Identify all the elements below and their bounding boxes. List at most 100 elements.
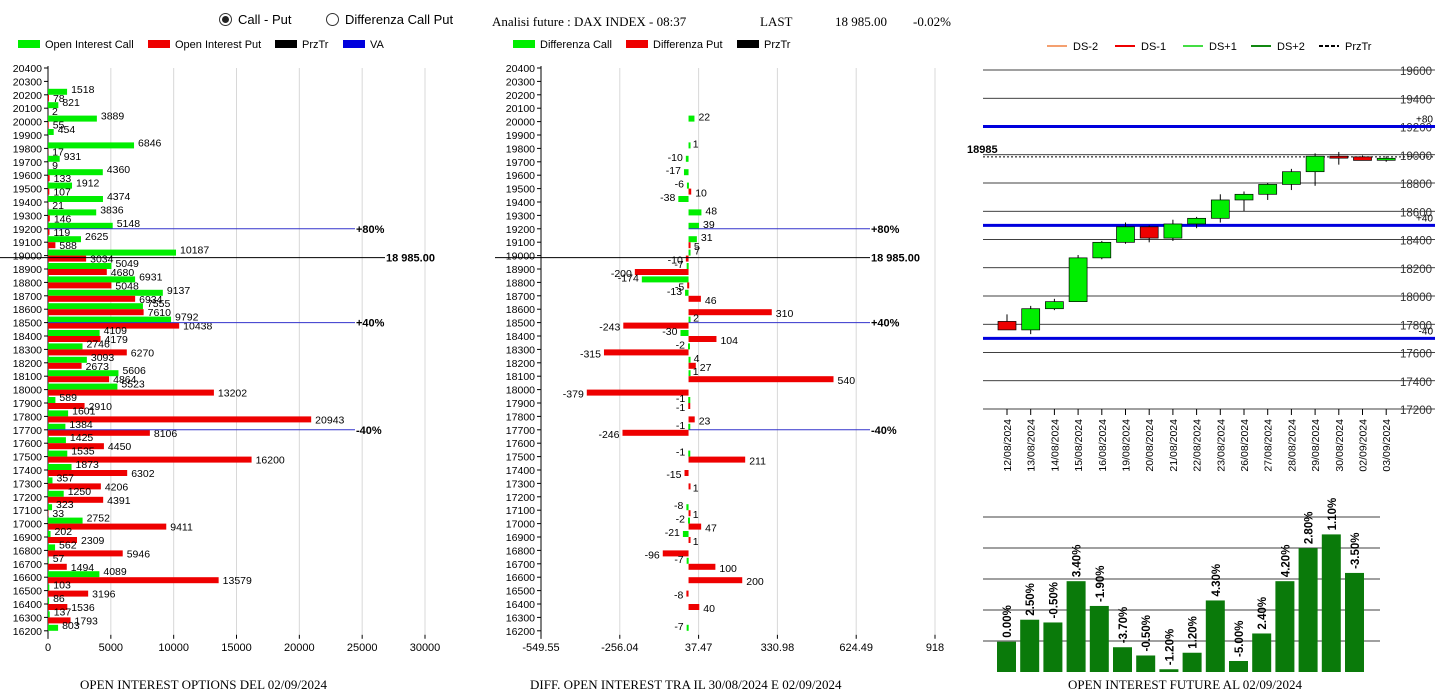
- legend-label: PrzTr: [1345, 41, 1372, 53]
- bar-put: [48, 523, 167, 530]
- legend-label: VA: [370, 39, 385, 51]
- y-tick-label: 18900: [13, 264, 42, 276]
- y-tick-label: 17600: [506, 438, 535, 450]
- bar-diff-call: [686, 624, 689, 631]
- bar-label-call: 5049: [115, 258, 139, 270]
- oi-bar: [1229, 660, 1248, 672]
- y-tick-label: 18800: [13, 277, 42, 289]
- bar-call: [48, 571, 100, 578]
- bar-diff-call: [688, 356, 691, 363]
- candle-body: [1068, 257, 1088, 303]
- bar-diff-call: [688, 115, 695, 122]
- y-tick-label: 17800: [13, 411, 42, 423]
- bar-label-call: 1601: [72, 405, 96, 417]
- oi-bar-label: 4.20%: [1280, 545, 1292, 578]
- y-tick-label: 19100: [506, 237, 535, 249]
- bar-call: [48, 383, 118, 390]
- x-tick-label: 20000: [284, 642, 315, 654]
- bar-diff-put: [688, 242, 691, 249]
- bar-label-put: 13202: [218, 388, 247, 400]
- bar-call: [48, 142, 135, 149]
- bar-call: [48, 343, 83, 350]
- y-tick-label: 17400: [506, 465, 535, 477]
- radio-selected-icon[interactable]: [219, 13, 232, 26]
- bar-label-diff-call: -7: [674, 554, 683, 566]
- y-tick-label: 17100: [13, 505, 42, 517]
- bar-label-call: 1912: [76, 178, 100, 190]
- radio-differenza-label: Differenza Call Put: [345, 12, 454, 27]
- bar-diff-put: [688, 188, 692, 195]
- legend-swatch: [513, 40, 535, 48]
- bar-label-call: 323: [56, 499, 74, 511]
- x-tick-label: 15000: [221, 642, 252, 654]
- y-tick-label: 18400: [1400, 236, 1432, 248]
- bar-label-diff-call: -2: [676, 514, 685, 526]
- y-tick-label: 17400: [13, 465, 42, 477]
- bar-label-put: 9411: [170, 522, 193, 534]
- y-tick-label: 20100: [13, 103, 42, 115]
- y-tick-label: 20000: [13, 117, 42, 129]
- legend-label: PrzTr: [764, 39, 791, 51]
- y-tick-label: 16700: [506, 559, 535, 571]
- bar-call: [48, 115, 97, 122]
- oi-bar-label: -0.50%: [1048, 582, 1060, 618]
- bar-label-put: 6270: [131, 347, 155, 359]
- bar-call: [48, 316, 172, 323]
- bar-put: [48, 403, 85, 409]
- bar-put: [48, 617, 71, 624]
- bar-label-call: 9792: [175, 312, 199, 324]
- bar-call: [48, 624, 59, 631]
- candle-body: [1045, 301, 1064, 310]
- x-tick-label: 21/08/2024: [1168, 419, 1180, 472]
- candle-body: [997, 321, 1017, 331]
- bar-label-diff-put: 540: [838, 375, 856, 387]
- bar-put: [48, 590, 89, 597]
- y-tick-label: 18500: [13, 318, 42, 330]
- y-tick-label: 18200: [506, 358, 535, 370]
- oi-bar: [1205, 600, 1225, 672]
- bar-label-call: 1873: [76, 459, 100, 471]
- bar-label-diff-call: -7: [674, 259, 683, 271]
- bar-label-diff-call: -2: [676, 339, 685, 351]
- legend-swatch: [626, 40, 648, 48]
- bar-put: [48, 496, 104, 503]
- bar-diff-put: [688, 537, 691, 543]
- y-tick-label: 18700: [13, 291, 42, 303]
- bar-label-call: 7555: [147, 298, 171, 310]
- bar-diff-call: [688, 142, 691, 149]
- bar-put: [48, 416, 312, 423]
- bar-label-call: 6846: [138, 137, 162, 149]
- candle-body: [1353, 156, 1372, 161]
- y-tick-label: 19500: [13, 184, 42, 196]
- footer-left: OPEN INTEREST OPTIONS DEL 02/09/2024: [80, 677, 327, 692]
- x-tick-label: 15/08/2024: [1073, 419, 1085, 472]
- bar-put: [48, 215, 50, 222]
- x-tick-label: 16/08/2024: [1097, 419, 1109, 472]
- bar-diff-put: [586, 389, 689, 396]
- y-tick-label: 19400: [1400, 94, 1432, 106]
- bar-label-diff-call: -1: [676, 393, 685, 405]
- y-tick-label: 20200: [506, 90, 535, 102]
- y-tick-label: 18300: [506, 344, 535, 356]
- bar-call: [48, 584, 50, 591]
- y-tick-label: 19300: [13, 210, 42, 222]
- bar-label-diff-put: -246: [598, 429, 619, 441]
- y-tick-label: 20400: [506, 63, 535, 75]
- bar-label-call: 931: [64, 151, 82, 163]
- radio-unselected-icon[interactable]: [326, 13, 339, 26]
- radio-call-put[interactable]: Call - Put: [219, 12, 291, 27]
- candle-body: [1376, 157, 1396, 161]
- bar-put: [48, 242, 56, 249]
- radio-differenza[interactable]: Differenza Call Put: [326, 12, 453, 27]
- legend-label: Open Interest Call: [45, 39, 134, 51]
- bar-label-diff-call: 48: [705, 205, 717, 217]
- bar-put: [48, 550, 123, 557]
- bar-diff-call: [688, 209, 702, 216]
- bar-call: [48, 276, 136, 283]
- legend-label: Differenza Put: [653, 39, 723, 51]
- y-tick-label: 18200: [1400, 264, 1432, 276]
- x-tick-label: 03/09/2024: [1381, 419, 1393, 472]
- bar-diff-put: [634, 269, 689, 275]
- reference-label: 18 985.00: [386, 253, 435, 265]
- oi-bar-label: -0.50%: [1141, 615, 1153, 651]
